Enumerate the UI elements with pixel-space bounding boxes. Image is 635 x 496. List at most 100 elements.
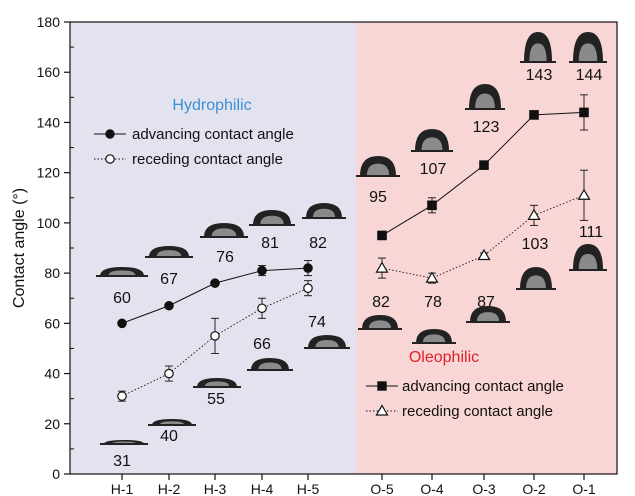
droplet-image [516, 267, 556, 290]
data-label-hydrophilic-receding: 55 [207, 391, 225, 408]
data-label-hydrophilic-advancing: 67 [160, 271, 178, 288]
droplet-image [411, 129, 453, 152]
data-label-hydrophilic-advancing: 76 [216, 249, 234, 266]
data-point-oleophilic-receding [375, 261, 389, 273]
x-tick-label: O-1 [572, 481, 596, 496]
data-label-oleophilic-receding: 103 [522, 236, 549, 253]
data-label-oleophilic-receding: 82 [372, 294, 390, 311]
droplet-image [466, 306, 510, 323]
data-label-oleophilic-advancing: 123 [473, 119, 500, 136]
data-point-oleophilic-advancing [579, 107, 589, 118]
legend-receding-marker [105, 154, 115, 164]
legend-advancing-label: advancing contact angle [132, 126, 294, 143]
droplet-image [193, 378, 241, 388]
x-tick-label: H-4 [251, 481, 274, 496]
x-tick-label: O-5 [370, 481, 394, 496]
y-tick-label: 80 [44, 265, 60, 281]
data-point-hydrophilic-receding [257, 303, 267, 314]
x-tick-label: H-3 [204, 481, 227, 496]
oleophilic-legend: advancing contact angle receding contact… [366, 378, 564, 420]
x-tick-label: O-2 [522, 481, 546, 496]
droplet-image [100, 440, 148, 445]
oleophilic-region-title: Oleophilic [409, 349, 479, 366]
y-tick-label: 0 [52, 466, 60, 482]
y-tick-label: 100 [37, 215, 61, 231]
data-label-oleophilic-advancing: 144 [576, 67, 603, 84]
data-label-hydrophilic-advancing: 81 [261, 235, 279, 252]
data-label-hydrophilic-receding: 31 [113, 453, 131, 470]
data-point-oleophilic-receding [527, 208, 541, 220]
data-point-hydrophilic-receding [210, 331, 220, 341]
droplet-image [569, 32, 607, 63]
droplet-image [200, 223, 248, 238]
x-tick-label: H-1 [111, 481, 134, 496]
droplet-image [96, 267, 148, 277]
legend-receding-marker [375, 404, 389, 416]
data-point-hydrophilic-advancing [164, 300, 174, 311]
legend-advancing-marker [105, 129, 115, 139]
data-point-hydrophilic-receding [117, 391, 127, 401]
data-label-oleophilic-receding: 78 [424, 294, 442, 311]
data-point-oleophilic-advancing [529, 110, 539, 120]
droplet-image [249, 210, 295, 226]
data-point-hydrophilic-advancing [210, 278, 220, 288]
hydrophilic-legend: advancing contact angle receding contact… [94, 126, 294, 168]
data-label-hydrophilic-receding: 66 [253, 336, 271, 353]
data-point-oleophilic-advancing [479, 160, 489, 170]
data-label-hydrophilic-receding: 74 [308, 314, 326, 331]
legend-advancing-label: advancing contact angle [402, 378, 564, 395]
y-tick-label: 60 [44, 315, 60, 331]
x-tick-label: O-4 [420, 481, 444, 496]
x-tick-label: H-2 [158, 481, 181, 496]
series-hydrophilic-receding [117, 280, 313, 402]
x-tick-label: O-3 [472, 481, 496, 496]
series-oleophilic-advancing [377, 94, 589, 241]
hydrophilic-region-background [70, 22, 356, 474]
data-point-oleophilic-receding [425, 271, 439, 283]
data-point-oleophilic-advancing [377, 230, 387, 241]
y-tick-label: 20 [44, 416, 60, 432]
data-point-oleophilic-receding [477, 248, 491, 261]
series-hydrophilic-advancing [117, 260, 313, 329]
droplet-image [356, 156, 400, 177]
data-label-oleophilic-advancing: 143 [526, 67, 553, 84]
y-axis-title: Contact angle (°) [11, 188, 28, 308]
y-tick-label: 120 [37, 165, 61, 181]
data-point-hydrophilic-advancing [117, 318, 127, 329]
data-point-hydrophilic-advancing [303, 263, 313, 273]
data-label-hydrophilic-advancing: 60 [113, 290, 131, 307]
data-point-oleophilic-receding [577, 188, 591, 200]
droplet-image [304, 335, 350, 349]
droplet-image [247, 358, 293, 371]
data-point-hydrophilic-receding [303, 283, 313, 293]
series-line [121, 287, 309, 397]
legend-advancing-marker [377, 381, 387, 391]
data-point-hydrophilic-receding [164, 368, 174, 379]
x-tick-label: H-5 [297, 481, 320, 496]
y-tick-label: 180 [37, 14, 61, 30]
legend-receding-label: receding contact angle [402, 403, 553, 420]
droplet-image [302, 203, 346, 219]
hydrophilic-region-title: Hydrophilic [172, 97, 251, 114]
data-label-oleophilic-advancing: 107 [420, 161, 447, 178]
legend-receding-label: receding contact angle [132, 151, 283, 168]
droplet-image [358, 315, 402, 330]
droplet-image [520, 32, 556, 63]
data-point-hydrophilic-advancing [257, 265, 267, 276]
series-line [381, 194, 585, 279]
data-label-hydrophilic-advancing: 82 [309, 235, 327, 252]
y-tick-label: 160 [37, 64, 61, 80]
droplet-image [465, 84, 505, 110]
data-label-oleophilic-advancing: 95 [369, 189, 387, 206]
y-tick-label: 40 [44, 366, 60, 382]
droplet-image [412, 329, 456, 344]
droplet-image [569, 244, 607, 271]
data-label-hydrophilic-receding: 40 [160, 428, 178, 445]
droplet-image [148, 419, 196, 426]
data-label-oleophilic-receding: 111 [579, 224, 603, 241]
droplet-image [145, 246, 193, 258]
data-point-oleophilic-advancing [427, 200, 437, 211]
y-tick-label: 140 [37, 114, 61, 130]
series-oleophilic-receding [375, 169, 591, 284]
